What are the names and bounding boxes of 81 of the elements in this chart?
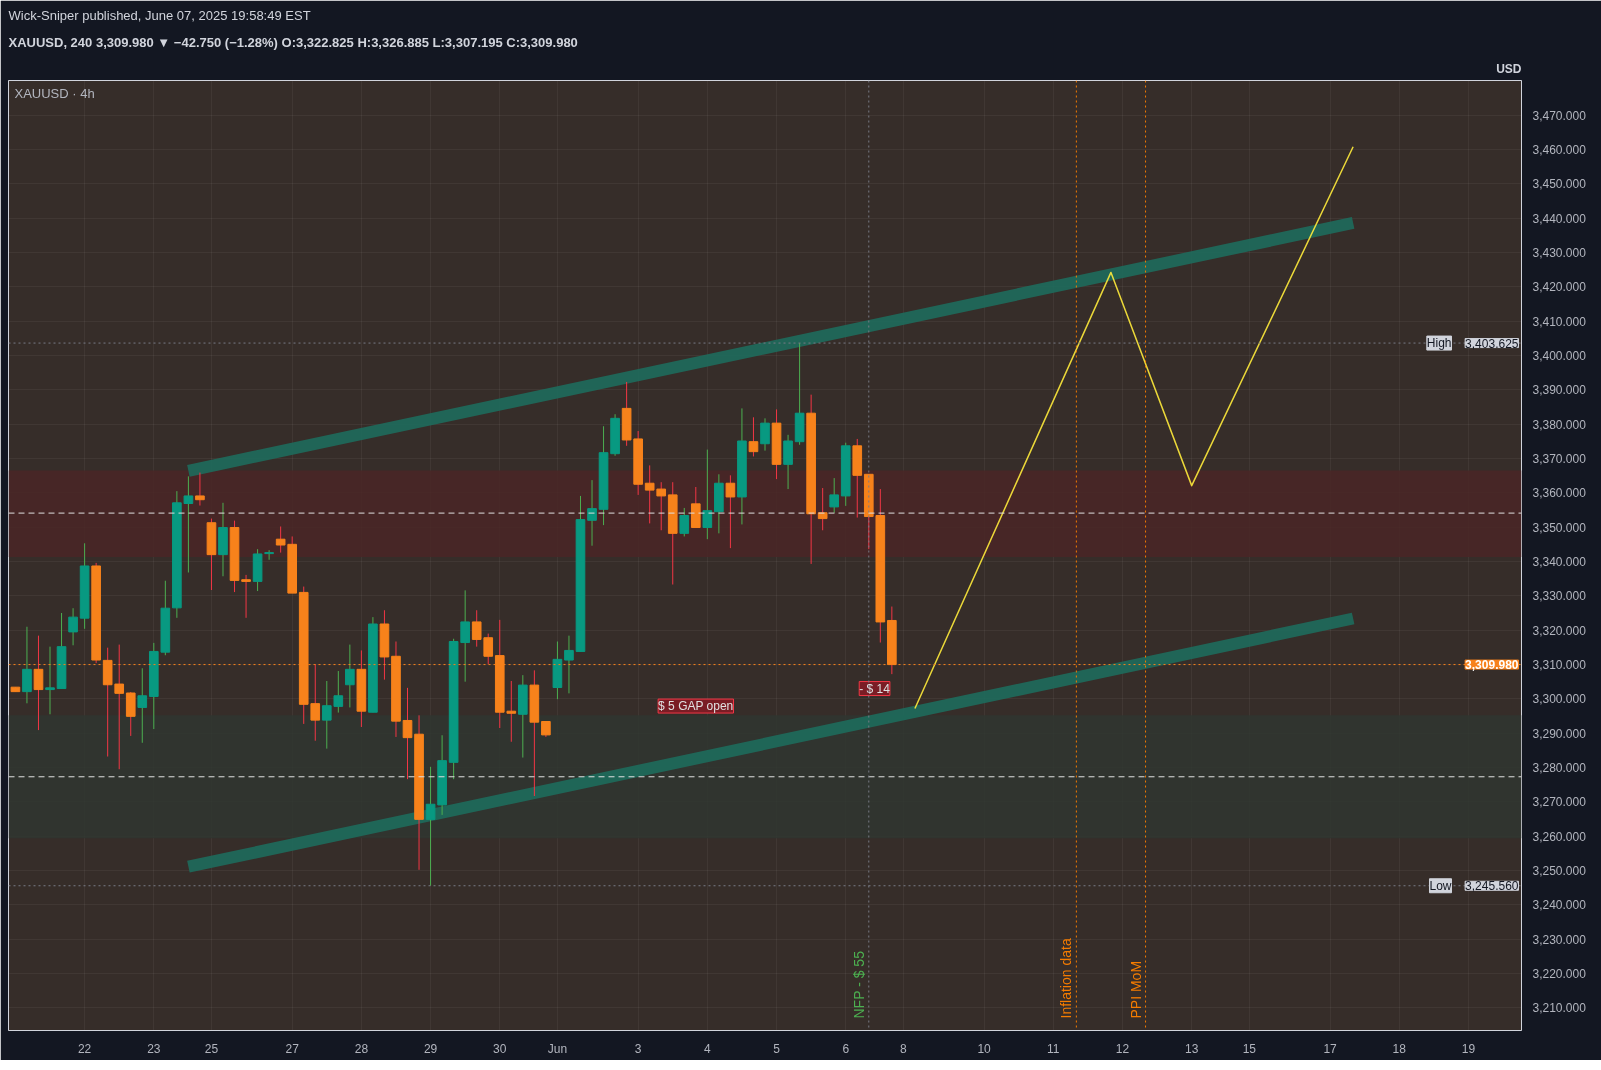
chart-title: Wick-Sniper published, June 07, 2025 19:58:49 EST [8,7,311,23]
y-tick-label: 3,220.000 [1532,967,1587,982]
y-tick-label: 3,250.000 [1532,864,1587,879]
candlestick [783,434,793,490]
y-tick-label: 3,460.000 [1532,143,1587,158]
y-tick-label: 3,430.000 [1532,246,1587,261]
x-tick-label: 3 [634,1041,642,1056]
y-tick-label: 3,410.000 [1532,314,1587,329]
annotation: XAUUSD · 4h [14,85,95,101]
annotation: 3,245.560 [1465,879,1519,894]
y-tick-label: 3,320.000 [1532,623,1587,638]
candlestick [264,549,274,561]
candlestick [137,667,148,744]
ref-line-label: Low [1429,878,1452,893]
candlestick [345,644,355,708]
x-tick-label: 12 [1115,1041,1130,1056]
annotation: 3,309.980 [1465,658,1519,673]
y-tick-label: 3,310.000 [1532,658,1587,673]
y-tick-label: 3,300.000 [1532,692,1587,707]
annotation: - $ 14 [859,681,891,696]
candlestick [45,646,55,715]
y-tick-label: 3,400.000 [1532,349,1587,364]
annotation: 3,403.625 [1465,336,1519,351]
y-tick-label: 3,210.000 [1532,1001,1587,1016]
y-tick-label: 3,290.000 [1532,726,1587,741]
x-tick-label: 27 [285,1041,300,1056]
candlestick [748,416,759,457]
y-tick-label: 3,240.000 [1532,898,1587,913]
x-tick-label: 6 [842,1041,850,1056]
x-tick-label: 18 [1392,1041,1407,1056]
chart-subtitle: XAUUSD, 240 3,309.980 ▼ −42.750 (−1.28%) O:3,322.825 H:3,326.885 L:3,307.195 C:3,309.980 [8,34,578,50]
y-tick-label: 3,370.000 [1532,452,1587,467]
annotation: NFP - $ 55 [850,950,867,1019]
candlestick [564,635,574,694]
ref-line-label: High [1426,336,1452,351]
candlestick [690,486,701,529]
line-series [914,146,1354,710]
annotation: Inflation data [1058,938,1075,1019]
x-tick-label: 17 [1323,1041,1338,1056]
y-axis-title: USD [1496,61,1522,76]
y-tick-label: 3,420.000 [1532,280,1587,295]
candlestick [402,687,413,780]
annotation: PPI MoM [1127,960,1144,1019]
x-tick-label: 22 [77,1041,92,1056]
x-tick-label: 5 [773,1041,781,1056]
candlestick [829,477,840,514]
candlestick [760,417,770,452]
x-tick-label: Jun [547,1041,568,1056]
candlestick [22,626,32,704]
y-tick-label: 3,270.000 [1532,795,1587,810]
annotation: $ 5 GAP open [658,699,734,714]
y-tick-label: 3,450.000 [1532,177,1587,192]
x-tick-label: 19 [1461,1041,1476,1056]
x-tick-label: 8 [900,1041,908,1056]
y-tick-label: 3,260.000 [1532,829,1587,844]
candlestick [195,472,205,507]
x-tick-label: 11 [1047,1041,1060,1056]
candlestick [702,449,713,540]
x-tick-label: 25 [204,1041,219,1056]
candlestick [725,474,736,549]
y-tick-label: 3,440.000 [1532,211,1587,226]
y-tick-label: 3,230.000 [1532,932,1587,947]
x-tick-label: 13 [1185,1041,1199,1056]
x-tick-label: 28 [354,1041,369,1056]
x-tick-label: 4 [704,1041,711,1056]
y-tick-label: 3,380.000 [1532,417,1587,432]
x-tick-label: 29 [423,1041,438,1056]
candlestick [125,691,136,737]
y-tick-label: 3,340.000 [1532,555,1587,570]
x-tick-label: 30 [493,1041,507,1056]
x-tick-label: 23 [147,1041,161,1056]
x-tick-label: 15 [1242,1041,1257,1056]
x-tick-label: 10 [977,1041,992,1056]
candlestick [68,607,78,646]
y-tick-label: 3,360.000 [1532,486,1587,501]
y-tick-label: 3,390.000 [1532,383,1587,398]
y-tick-label: 3,470.000 [1532,108,1587,123]
candlestick [679,507,690,537]
y-tick-label: 3,330.000 [1532,589,1587,604]
y-tick-label: 3,350.000 [1532,520,1587,535]
y-tick-label: 3,280.000 [1532,761,1587,776]
